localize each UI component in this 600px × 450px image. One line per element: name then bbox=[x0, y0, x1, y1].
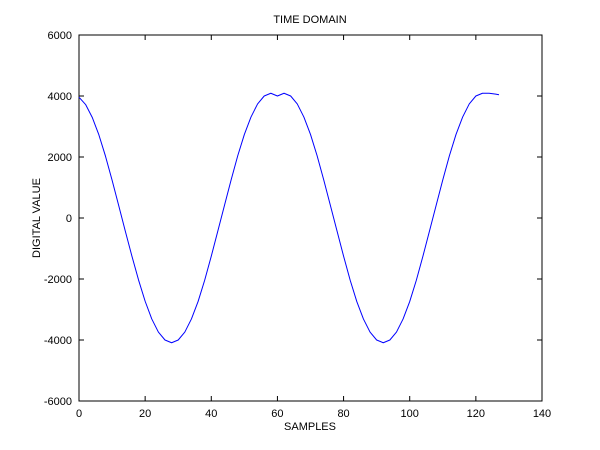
y-tick-label: 4000 bbox=[48, 91, 72, 103]
chart-title: TIME DOMAIN bbox=[273, 14, 346, 26]
y-tick-label: 0 bbox=[66, 213, 72, 225]
y-tick-label: -2000 bbox=[44, 274, 72, 286]
y-tick-label: 2000 bbox=[48, 152, 72, 164]
plot-frame bbox=[78, 34, 543, 402]
series-line bbox=[78, 92, 500, 344]
x-tick-label: 20 bbox=[139, 408, 151, 420]
x-tick-label: 0 bbox=[76, 408, 82, 420]
x-tick-label: 80 bbox=[337, 408, 349, 420]
x-tick-label: 100 bbox=[401, 408, 419, 420]
y-axis-title: DIGITAL VALUE bbox=[31, 178, 43, 258]
y-tick-label: -4000 bbox=[44, 335, 72, 347]
series-layer bbox=[78, 92, 500, 344]
x-tick-label: 40 bbox=[205, 408, 217, 420]
x-tick-label: 120 bbox=[467, 408, 485, 420]
x-axis-title: SAMPLES bbox=[284, 421, 336, 433]
x-tick-label: 60 bbox=[271, 408, 283, 420]
y-tick-label: 6000 bbox=[48, 30, 72, 42]
x-tick-label: 140 bbox=[533, 408, 551, 420]
x-axis-ticks: 0 20 40 60 80 100 120 140 bbox=[76, 35, 551, 420]
y-axis-ticks: -6000 -4000 -2000 0 2000 4000 6000 bbox=[44, 30, 542, 408]
y-tick-label: -6000 bbox=[44, 396, 72, 408]
